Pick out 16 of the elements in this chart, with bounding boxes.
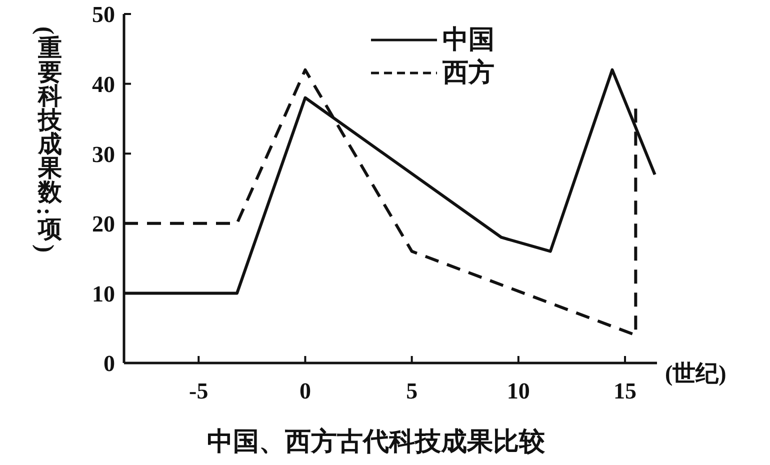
x-axis-title: (世纪) [665,361,726,386]
y-tick-label: 30 [92,142,115,167]
text: (重要科技成果数:项) [32,26,62,252]
y-tick-label: 40 [92,72,115,97]
x-tick-label: 0 [299,378,311,404]
y-tick-label: 20 [92,212,115,237]
text: 中国、西方古代科技成果比较 [207,427,545,457]
y-tick-label: 50 [92,2,115,28]
y-tick-label: 0 [104,351,115,376]
legend-label: 西方 [442,58,494,88]
y-tick-label: 10 [92,281,115,306]
x-tick-label: 15 [614,378,637,404]
x-tick-label: 10 [506,378,530,404]
x-tick-label: -5 [189,378,208,404]
legend-label: 中国 [442,25,494,55]
x-tick-label: 5 [406,378,418,404]
